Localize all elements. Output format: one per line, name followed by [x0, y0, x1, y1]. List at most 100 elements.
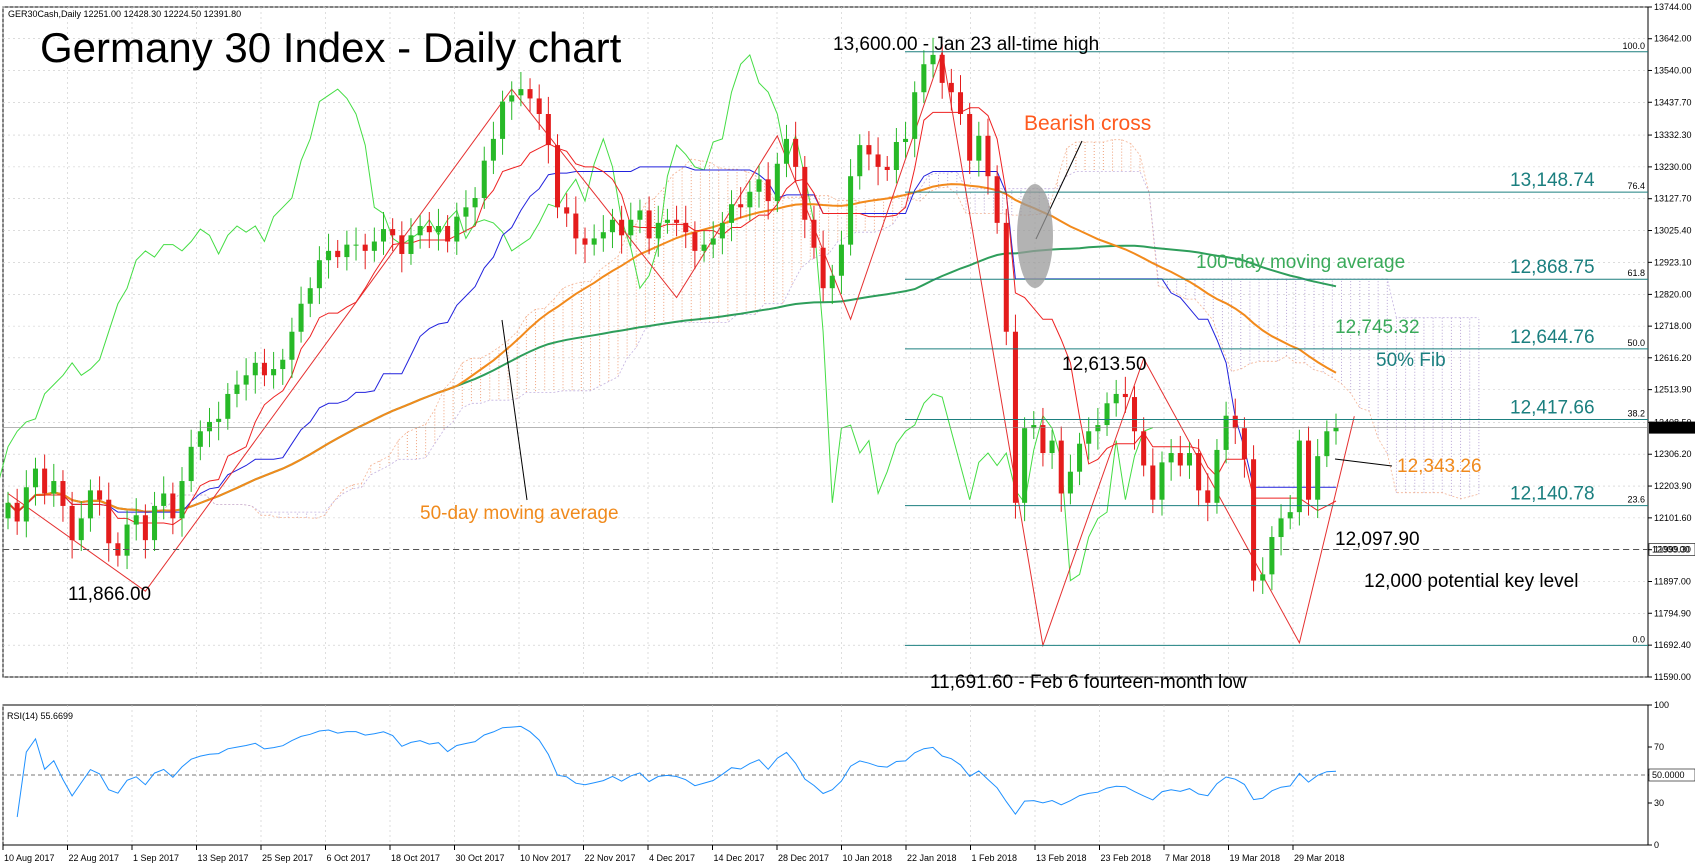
fib-value-label: 12,868.75: [1510, 257, 1595, 278]
candle-up: [87, 490, 93, 519]
time-tick-label: 10 Nov 2017: [520, 853, 571, 863]
candle-down: [967, 114, 973, 161]
time-tick-label: 30 Oct 2017: [456, 853, 505, 863]
price-tick-label: 13230.00: [1654, 162, 1692, 172]
candle-down: [527, 89, 533, 99]
candle-down: [399, 235, 405, 254]
time-tick-label: 13 Sep 2017: [198, 853, 249, 863]
candle-down: [957, 92, 964, 115]
fib-level-tag: 76.4: [1627, 181, 1645, 191]
time-tick-label: 14 Dec 2017: [714, 853, 765, 863]
current-price-box: [1649, 421, 1695, 434]
time-tick-label: 25 Sep 2017: [262, 853, 313, 863]
candle-down: [1306, 440, 1312, 500]
candle-up: [481, 160, 487, 198]
candle-down: [1205, 490, 1211, 503]
time-tick-label: 22 Aug 2017: [69, 853, 120, 863]
candle-down: [445, 225, 451, 242]
candle-down: [1177, 453, 1183, 466]
candle-up: [628, 219, 634, 236]
candle-up: [1186, 453, 1192, 466]
candle-up: [930, 54, 936, 65]
candle-down: [554, 145, 561, 208]
candle-up: [1095, 425, 1101, 432]
candle-down: [426, 225, 432, 233]
candle-up: [206, 421, 213, 432]
candle-down: [1232, 415, 1238, 429]
candle-up: [655, 222, 661, 239]
candle-down: [994, 176, 1000, 223]
time-tick-label: 18 Oct 2017: [391, 853, 440, 863]
fib-level-tag: 38.2: [1627, 409, 1645, 419]
candle-down: [1058, 440, 1064, 494]
price-tick-label: 13127.70: [1654, 194, 1692, 204]
candlesticks: [5, 37, 1339, 594]
candle-up: [838, 244, 844, 276]
candle-down: [106, 499, 112, 544]
candle-up: [32, 468, 38, 488]
candle-up: [1287, 512, 1293, 519]
candle-down: [875, 154, 881, 167]
fib-level-tag: 50.0: [1627, 338, 1645, 348]
candle-down: [692, 232, 698, 251]
candle-down: [683, 222, 689, 233]
candle-up: [857, 145, 863, 177]
candle-down: [1251, 459, 1257, 581]
candle-up: [729, 204, 735, 223]
candle-down: [1122, 393, 1128, 398]
candle-up: [903, 138, 909, 142]
price-tick-label: 13332.30: [1654, 130, 1692, 140]
fib-level-tag: 0.0: [1632, 634, 1645, 644]
candle-up: [1269, 537, 1275, 575]
time-tick-label: 28 Dec 2017: [778, 853, 829, 863]
candle-up: [500, 101, 506, 139]
price-tick-label: 12513.90: [1654, 385, 1692, 395]
candle-up: [1223, 415, 1229, 450]
candle-up: [271, 369, 277, 376]
rsi-line: [16, 725, 1337, 818]
fib-value-label: 13,148.74: [1510, 170, 1595, 191]
candle-up: [1077, 443, 1083, 472]
candle-up: [435, 225, 441, 233]
time-tick-label: 23 Feb 2018: [1101, 853, 1152, 863]
candle-up: [1315, 456, 1321, 500]
feb-low-annotation: 11,691.60 - Feb 6 fourteen-month low: [930, 672, 1247, 693]
candle-down: [261, 362, 267, 376]
ma50-line: [7, 183, 1337, 514]
candle-down: [42, 468, 48, 494]
candle-up: [417, 225, 423, 236]
candle-up: [829, 275, 835, 289]
price-tick-label: 12101.60: [1654, 513, 1692, 523]
candle-up: [509, 95, 515, 102]
price-axis: 13744.00 13642.00 13540.00 13437.70 13332.30…: [1648, 2, 1692, 682]
candle-down: [1040, 425, 1046, 454]
candle-up: [591, 238, 597, 245]
candle-down: [1150, 465, 1156, 500]
candle-up: [23, 487, 29, 522]
candle-down: [1131, 397, 1138, 432]
candle-down: [884, 166, 890, 170]
tenkan-sen-line: [7, 107, 1337, 526]
candle-down: [69, 505, 75, 541]
candle-up: [1022, 428, 1028, 503]
candle-down: [793, 138, 799, 167]
candle-up: [1067, 471, 1073, 494]
rsi-label: RSI(14) 55.6699: [7, 711, 73, 721]
candle-up: [756, 179, 762, 192]
time-tick-label: 7 Mar 2018: [1165, 853, 1211, 863]
candle-down: [142, 515, 148, 541]
candle-down: [674, 219, 680, 223]
fibonacci-levels: 100.0 76.4 13,148.74 61.8 12,868.75 50.0 12,64…: [3, 41, 1695, 646]
current-price-label: 12391.80: [1652, 423, 1690, 433]
price-tick-label: 12306.20: [1654, 449, 1692, 459]
candle-up: [5, 502, 11, 519]
ma50-pointer: [501, 319, 528, 501]
bearish-cross-marker: [1017, 184, 1053, 288]
candle-up: [380, 229, 387, 242]
candle-up: [1159, 462, 1165, 500]
rsi-tick-label: 70: [1654, 742, 1664, 752]
candle-up: [1296, 440, 1302, 513]
candle-up: [472, 197, 478, 208]
candle-down: [738, 204, 744, 208]
